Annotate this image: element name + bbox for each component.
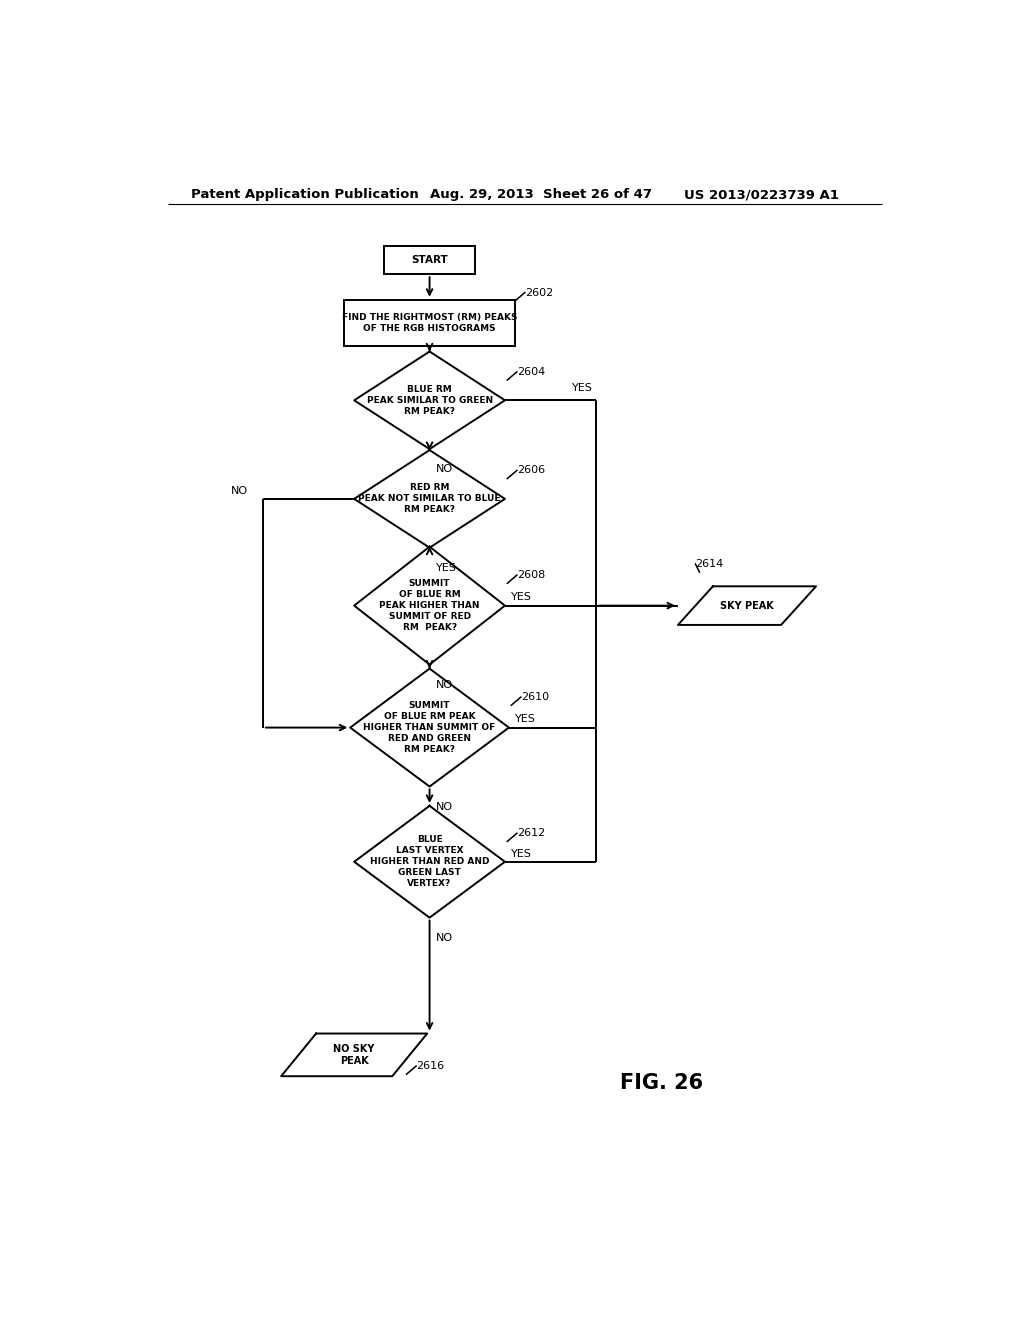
- Text: Aug. 29, 2013  Sheet 26 of 47: Aug. 29, 2013 Sheet 26 of 47: [430, 189, 651, 202]
- Text: SUMMIT
OF BLUE RM
PEAK HIGHER THAN
SUMMIT OF RED
RM  PEAK?: SUMMIT OF BLUE RM PEAK HIGHER THAN SUMMI…: [379, 579, 480, 632]
- Text: START: START: [412, 255, 447, 265]
- Text: 2616: 2616: [416, 1061, 444, 1071]
- Text: 2602: 2602: [524, 288, 553, 297]
- Text: NO SKY
PEAK: NO SKY PEAK: [334, 1044, 375, 1067]
- FancyBboxPatch shape: [344, 300, 515, 346]
- Text: Patent Application Publication: Patent Application Publication: [191, 189, 419, 202]
- Text: RED RM
PEAK NOT SIMILAR TO BLUE
RM PEAK?: RED RM PEAK NOT SIMILAR TO BLUE RM PEAK?: [358, 483, 501, 515]
- Text: SKY PEAK: SKY PEAK: [720, 601, 774, 611]
- Text: 2604: 2604: [517, 367, 545, 376]
- Text: YES: YES: [511, 849, 532, 858]
- Text: NO: NO: [436, 801, 453, 812]
- Text: YES: YES: [511, 593, 532, 602]
- Text: 2614: 2614: [695, 558, 724, 569]
- Text: 2606: 2606: [517, 466, 545, 475]
- Text: FIG. 26: FIG. 26: [620, 1073, 703, 1093]
- Text: NO: NO: [231, 486, 248, 496]
- Text: 2608: 2608: [517, 570, 545, 579]
- Text: NO: NO: [436, 680, 453, 690]
- Text: US 2013/0223739 A1: US 2013/0223739 A1: [684, 189, 839, 202]
- Text: SUMMIT
OF BLUE RM PEAK
HIGHER THAN SUMMIT OF
RED AND GREEN
RM PEAK?: SUMMIT OF BLUE RM PEAK HIGHER THAN SUMMI…: [364, 701, 496, 754]
- Text: 2612: 2612: [517, 828, 545, 838]
- Text: FIND THE RIGHTMOST (RM) PEAKS
OF THE RGB HISTOGRAMS: FIND THE RIGHTMOST (RM) PEAKS OF THE RGB…: [342, 313, 517, 333]
- Text: NO: NO: [436, 465, 453, 474]
- FancyBboxPatch shape: [384, 246, 475, 275]
- Text: BLUE RM
PEAK SIMILAR TO GREEN
RM PEAK?: BLUE RM PEAK SIMILAR TO GREEN RM PEAK?: [367, 384, 493, 416]
- Text: YES: YES: [515, 714, 537, 725]
- Text: YES: YES: [572, 383, 593, 393]
- Text: BLUE
LAST VERTEX
HIGHER THAN RED AND
GREEN LAST
VERTEX?: BLUE LAST VERTEX HIGHER THAN RED AND GRE…: [370, 836, 489, 888]
- Text: NO: NO: [436, 933, 453, 942]
- Text: YES: YES: [436, 564, 457, 573]
- Text: 2610: 2610: [521, 692, 549, 702]
